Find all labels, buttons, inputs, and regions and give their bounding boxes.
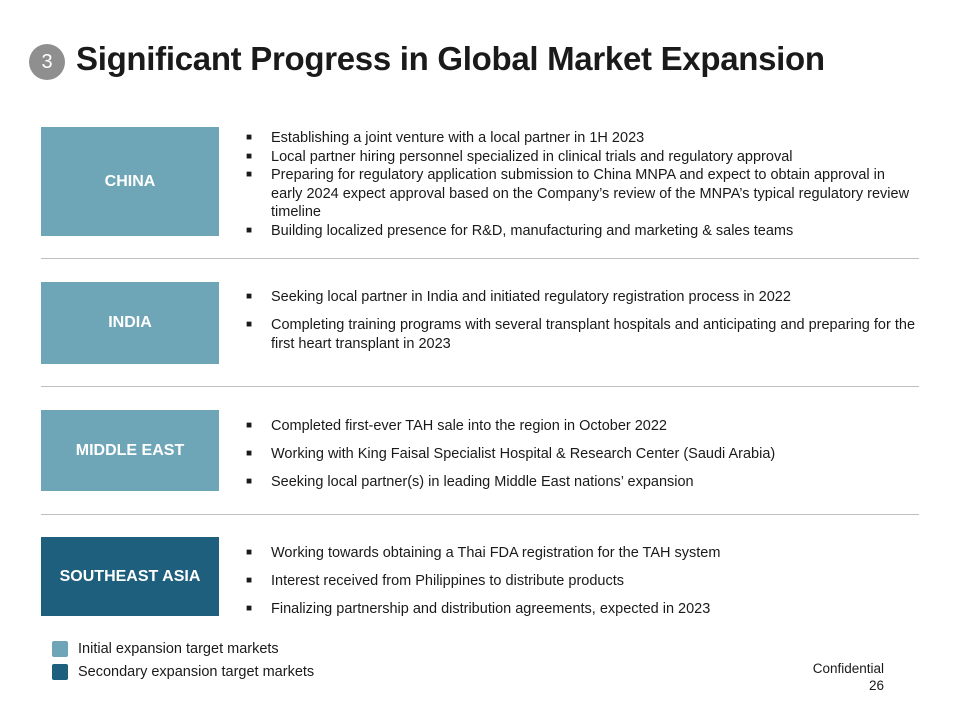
confidential-label: Confidential [812, 661, 884, 676]
india-bullet-list: ■ Seeking local partner in India and init… [246, 288, 916, 363]
list-item: ■ Working towards obtaining a Thai FDA re… [246, 545, 721, 561]
square-bullet-icon: ■ [246, 575, 253, 586]
list-item: ■ Preparing for regulatory application su… [246, 167, 910, 220]
square-bullet-icon: ■ [246, 476, 253, 487]
square-bullet-icon: ■ [246, 319, 253, 330]
legend-label-initial: Initial expansion target markets [78, 641, 279, 657]
list-item: ■ Establishing a joint venture with a loc… [246, 130, 645, 146]
page-title: Significant Progress in Global Market Ex… [76, 40, 825, 77]
legend-label-secondary: Secondary expansion target markets [78, 664, 315, 680]
square-bullet-icon: ■ [246, 547, 253, 558]
square-bullet-icon: ■ [246, 150, 253, 162]
section-divider [41, 258, 919, 259]
list-item: ■ Working with King Faisal Specialist Hos… [246, 446, 776, 462]
middle-east-bullet-list: ■ Completed first-ever TAH sale into the … [246, 417, 916, 501]
list-item: ■ Seeking local partner(s) in leading Mid… [246, 474, 694, 490]
square-bullet-icon: ■ [246, 291, 253, 302]
region-label-china: CHINA [41, 127, 219, 236]
region-label-middle-east: MIDDLE EAST [41, 410, 219, 491]
china-bullet-list: ■ Establishing a joint venture with a loc… [246, 129, 916, 240]
square-bullet-icon: ■ [246, 169, 253, 180]
list-item: ■ Completed first-ever TAH sale into the … [246, 418, 667, 434]
section-number-badge: 3 [29, 44, 65, 80]
square-bullet-icon: ■ [246, 132, 253, 143]
square-bullet-icon: ■ [246, 603, 253, 614]
list-item: ■ Completing training programs with sever… [246, 317, 916, 352]
southeast-asia-bullet-list: ■ Working towards obtaining a Thai FDA re… [246, 544, 916, 628]
section-divider [41, 386, 919, 387]
region-label-southeast-asia: SOUTHEAST ASIA [41, 537, 219, 616]
list-item: ■ Local partner hiring personnel speciali… [246, 148, 793, 165]
list-item: ■ Seeking local partner in India and init… [246, 289, 791, 305]
list-item: ■ Interest received from Philippines to d… [246, 573, 625, 589]
legend-swatch-initial [52, 641, 68, 657]
list-item: ■ Finalizing partnership and distribution… [246, 601, 711, 617]
square-bullet-icon: ■ [246, 448, 253, 459]
region-label-india: INDIA [41, 282, 219, 364]
square-bullet-icon: ■ [246, 420, 253, 431]
square-bullet-icon: ■ [246, 224, 253, 236]
legend-swatch-secondary [52, 664, 68, 680]
section-divider [41, 514, 919, 515]
page-number: 26 [868, 678, 884, 693]
list-item: ■ Building localized presence for R&D, ma… [246, 222, 794, 239]
footer: Confidential 26 [813, 660, 884, 694]
